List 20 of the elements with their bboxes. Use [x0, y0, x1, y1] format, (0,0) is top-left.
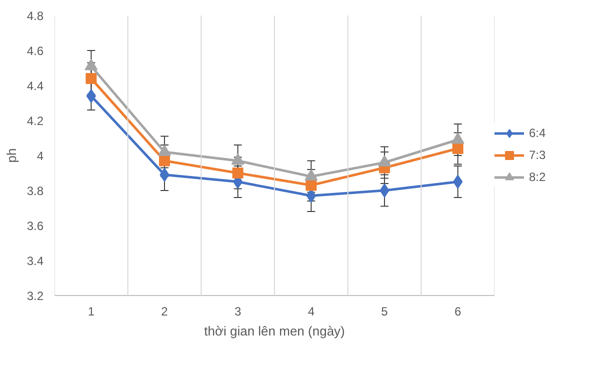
legend-label: 8:2	[529, 170, 547, 184]
x-axis-title: thời gian lên men (ngày)	[204, 324, 345, 338]
x-tick-label: 1	[88, 304, 95, 318]
y-tick-label: 4	[36, 149, 44, 163]
x-tick-label: 2	[161, 304, 168, 318]
legend-label: 7:3	[529, 148, 547, 162]
y-tick-label: 4.4	[26, 79, 44, 93]
y-tick-label: 3.4	[26, 254, 44, 268]
y-tick-label: 4.2	[26, 114, 44, 128]
y-tick-label: 4.6	[26, 44, 44, 58]
y-tick-label: 3.2	[26, 289, 44, 303]
x-tick-label: 5	[381, 304, 388, 318]
y-tick-label: 3.8	[26, 184, 44, 198]
y-tick-label: 3.6	[26, 219, 44, 233]
x-tick-label: 6	[454, 304, 462, 318]
x-tick-label: 3	[234, 304, 242, 318]
y-axis-title: ph	[4, 148, 19, 163]
legend-label: 6:4	[529, 126, 547, 140]
y-tick-label: 4.8	[26, 9, 44, 23]
x-tick-label: 4	[308, 304, 315, 318]
